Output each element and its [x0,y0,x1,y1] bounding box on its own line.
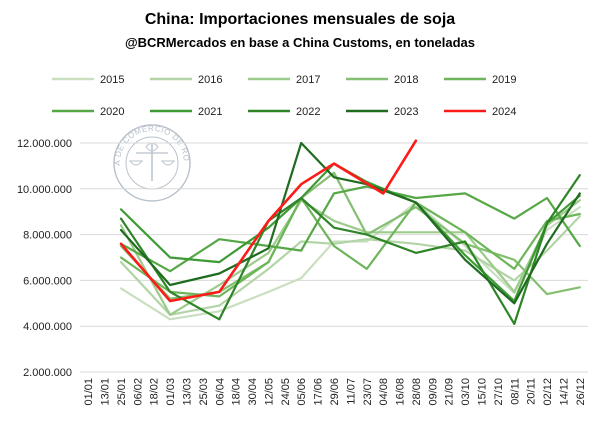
x-tick-label: 06/04 [214,378,226,406]
legend-label-2019: 2019 [492,74,516,86]
legend-label-2022: 2022 [296,106,320,118]
bcr-seal-watermark: BOLSA DE COMERCIO DE ROSARIO [0,0,191,202]
x-tick-label: 23/07 [362,378,374,406]
x-tick-label: 21/09 [444,378,456,406]
series-line-2020 [119,185,581,273]
x-tick-label: 01/01 [83,378,95,406]
x-tick-label: 18/04 [231,378,243,406]
x-tick-label: 30/04 [247,378,259,406]
series-line-2017 [119,199,581,316]
x-tick-label: 02/12 [542,378,554,406]
x-tick-label: 13/01 [100,378,112,406]
x-axis-tick-labels: 01/01 13/01 25/01 06/02 18/02 01/03 13/03 25/03… [83,378,587,406]
x-tick-label: 17/06 [313,378,325,406]
y-tick-label: 2.000.000 [23,367,72,379]
legend-label-2018: 2018 [394,74,418,86]
x-tick-label: 27/10 [493,378,505,406]
x-tick-label: 13/03 [182,378,194,406]
x-tick-label: 12/05 [263,378,275,406]
legend-label-2017: 2017 [296,74,320,86]
series-line-2016 [119,215,581,316]
x-tick-label: 09/09 [427,378,439,406]
y-axis-tick-labels: 2.000.000 4.000.000 6.000.000 8.000.000 10.0… [17,138,72,379]
x-tick-label: 15/10 [476,378,488,406]
y-tick-label: 12.000.000 [17,138,72,150]
series-line-2024 [119,139,418,303]
seal-outer-ring [113,124,191,202]
x-tick-label: 05/06 [296,378,308,406]
x-tick-label: 20/11 [526,378,538,405]
seal-scale-pan-left [128,160,144,166]
x-tick-label: 26/12 [575,378,587,406]
y-tick-label: 8.000.000 [23,230,72,242]
series-line-2023 [119,141,581,305]
x-tick-label: 01/03 [165,378,177,406]
y-gridlines [80,142,588,373]
seal-emblem [145,142,159,152]
legend-label-2023: 2023 [394,106,418,118]
series-line-2022 [119,174,581,325]
x-tick-label: 16/08 [395,378,407,406]
legend-label-2020: 2020 [100,106,124,118]
legend-label-2024: 2024 [492,106,516,118]
x-tick-label: 24/05 [280,378,292,406]
x-tick-label: 03/10 [460,378,472,406]
x-tick-label: 08/11 [509,378,521,405]
series-lines [119,139,581,325]
x-tick-label: 25/03 [198,378,210,406]
x-tick-label: 29/06 [329,378,341,406]
series-line-2019 [119,196,581,298]
x-tick-label: 04/08 [378,378,390,406]
x-tick-label: 25/01 [116,378,128,406]
x-tick-label: 14/12 [558,378,570,406]
x-tick-label: 11/07 [345,378,357,405]
x-tick-label: 28/08 [411,378,423,406]
y-tick-label: 10.000.000 [17,184,72,196]
seal-scale-pan-right [160,160,176,166]
chart-title: China: Importaciones mensuales de soja [145,11,455,28]
legend-label-2016: 2016 [198,74,222,86]
y-tick-label: 6.000.000 [23,275,72,287]
chart-subtitle: @BCRMercados en base a China Customs, en… [125,35,475,50]
legend-label-2015: 2015 [100,74,124,86]
x-tick-label: 18/02 [149,378,161,406]
x-tick-label: 06/02 [132,378,144,406]
legend-label-2021: 2021 [198,106,222,118]
y-tick-label: 4.000.000 [23,321,72,333]
chart-legend: 2015 2016 2017 2018 2019 2020 2021 2022 2023 2024 [52,74,516,118]
